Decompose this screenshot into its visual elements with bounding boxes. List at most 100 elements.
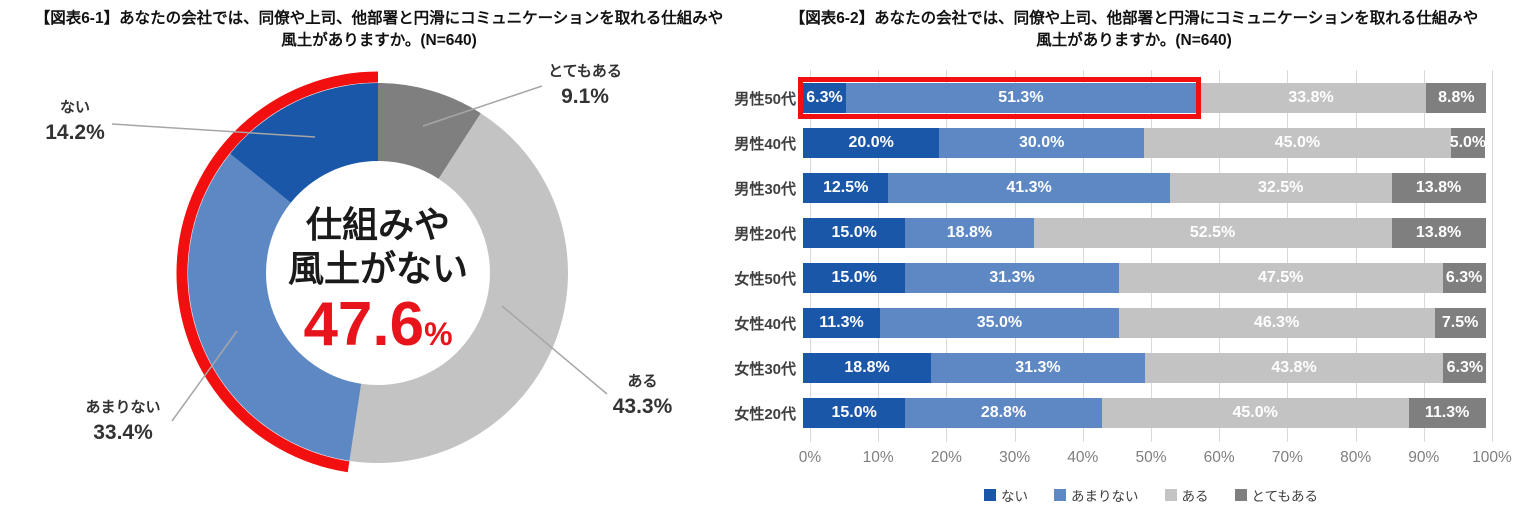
gridline-10% xyxy=(878,70,880,442)
gridline-layer xyxy=(810,70,1493,442)
bar-row-女性50代: 女性50代 15.0% 31.3% 47.5% 6.3% xyxy=(715,263,1525,293)
bar-segment-ない: 11.3% xyxy=(803,308,881,338)
bar-value-label: 6.3% xyxy=(1445,269,1483,286)
bar-segment-あまりない: 51.3% xyxy=(845,83,1196,113)
bar-segment-ない: 15.0% xyxy=(803,263,906,293)
legend-swatch xyxy=(1164,489,1177,501)
bar-value-label: 12.5% xyxy=(822,179,869,196)
gridline-100% xyxy=(1492,70,1493,442)
bar-segment-ある: 52.5% xyxy=(1033,218,1392,248)
bar-segment-あまりない: 31.3% xyxy=(931,353,1145,383)
row-label: 男性30代 xyxy=(734,180,796,198)
bar-value-label: 13.8% xyxy=(1415,224,1462,241)
bar-segment-ない: 20.0% xyxy=(803,128,940,158)
gridline-30% xyxy=(1014,70,1016,442)
bar-title-line1: 【図表6-2】あなたの会社では、同僚や上司、他部署と円滑にコミュニケーションを取… xyxy=(789,10,1479,27)
bar-segment-ある: 45.0% xyxy=(1101,398,1409,428)
bar-value-label: 8.8% xyxy=(1438,89,1475,106)
bar-value-label: 15.0% xyxy=(831,224,877,241)
legend-item-とてもある: とてもある xyxy=(1234,485,1318,505)
bar-value-label: 7.5% xyxy=(1441,314,1479,331)
bar-segment-ない: 18.8% xyxy=(803,353,932,383)
bar-track: 15.0% 31.3% 47.5% 6.3% xyxy=(803,263,1486,293)
row-label: 男性50代 xyxy=(734,90,796,108)
bar-row-女性20代: 女性20代 15.0% 28.8% 45.0% 11.3% xyxy=(715,398,1525,428)
donut-segment-とてもある xyxy=(378,83,481,179)
bar-segment-あまりない: 30.0% xyxy=(939,128,1144,158)
bar-track: 12.5% 41.3% 32.5% 13.8% xyxy=(803,173,1486,203)
legend-label: ない xyxy=(1001,489,1029,504)
x-tick-100%: 100% xyxy=(1472,449,1512,466)
x-tick-70%: 70% xyxy=(1271,449,1303,466)
bar-segment-ない: 6.3% xyxy=(803,83,846,113)
bar-segment-あまりない: 18.8% xyxy=(905,218,1034,248)
bar-segment-ない: 15.0% xyxy=(803,218,906,248)
x-tick-90%: 90% xyxy=(1408,449,1440,466)
callout-label: とてもある xyxy=(548,63,622,80)
bar-value-label: 35.0% xyxy=(976,314,1023,331)
bar-value-label: 51.3% xyxy=(998,89,1044,106)
gridline-0% xyxy=(810,70,811,442)
row-label: 女性30代 xyxy=(734,360,796,378)
leader-line-amarinai xyxy=(171,330,238,422)
bar-value-label: 33.8% xyxy=(1288,89,1334,106)
bar-value-label: 6.3% xyxy=(1446,359,1484,376)
bar-value-label: 28.8% xyxy=(980,404,1027,421)
callout-label: あまりない xyxy=(85,399,161,416)
legend-item-ある: ある xyxy=(1164,485,1209,505)
gridline-90% xyxy=(1423,70,1425,442)
donut-emphasis-arc xyxy=(176,71,379,473)
bar-value-label: 18.8% xyxy=(844,359,890,376)
callout-value: 33.4% xyxy=(93,421,153,444)
bar-row-男性30代: 男性30代 12.5% 41.3% 32.5% 13.8% xyxy=(715,173,1525,203)
bar-row-女性30代: 女性30代 18.8% 31.3% 43.8% 6.3% xyxy=(715,353,1525,383)
gridline-60% xyxy=(1219,70,1221,442)
bar-track: 15.0% 28.8% 45.0% 11.3% xyxy=(803,398,1486,428)
row-label: 女性50代 xyxy=(734,270,796,288)
row-label: 女性40代 xyxy=(734,315,796,333)
donut-center-value-number: 47.6 xyxy=(303,290,425,359)
legend-label: あまりない xyxy=(1071,489,1139,504)
bar-segment-あまりない: 41.3% xyxy=(888,173,1170,203)
bar-value-label: 18.8% xyxy=(946,224,993,241)
legend-item-ない: ない xyxy=(984,485,1028,505)
bar-segment-とてもある: 7.5% xyxy=(1434,308,1486,338)
donut-center-value: 47.6% xyxy=(258,294,498,364)
bar-segment-ない: 12.5% xyxy=(803,173,889,203)
donut-title-line1: 【図表6-1】あなたの会社では、同僚や上司、他部署と円滑にコミュニケーションを取… xyxy=(34,10,724,27)
leader-lines xyxy=(111,85,608,422)
donut-center-line2: 風土がない xyxy=(287,248,468,289)
bar-rows: 男性50代 6.3% 51.3% 33.8% 8.8% 男性40代 20.0% 30.0% 45… xyxy=(715,77,1525,443)
donut-callout-とてもある: とてもある 9.1% xyxy=(505,62,665,110)
donut-segment-ある xyxy=(349,113,569,464)
bar-value-label: 6.3% xyxy=(806,89,843,106)
x-tick-80%: 80% xyxy=(1340,449,1372,466)
bar-title-line2: 風土がありますか。(N=640) xyxy=(1036,32,1232,49)
bar-track: 18.8% 31.3% 43.8% 6.3% xyxy=(803,353,1487,383)
x-tick-30%: 30% xyxy=(999,449,1031,466)
bar-segment-ある: 45.0% xyxy=(1143,128,1451,158)
bar-segment-とてもある: 11.3% xyxy=(1408,398,1486,428)
bar-value-label: 11.3% xyxy=(819,314,864,331)
bar-row-男性50代: 男性50代 6.3% 51.3% 33.8% 8.8% xyxy=(715,77,1525,119)
leader-line-nai xyxy=(111,123,316,138)
donut-callout-あまりない: あまりない 33.4% xyxy=(55,398,191,446)
bar-value-label: 13.8% xyxy=(1415,179,1462,196)
bar-segment-あまりない: 28.8% xyxy=(905,398,1102,428)
x-tick-60%: 60% xyxy=(1203,449,1235,466)
callout-value: 14.2% xyxy=(45,121,105,144)
bar-value-label: 45.0% xyxy=(1274,134,1321,151)
legend: ない あまりない ある とてもある xyxy=(810,485,1492,505)
bar-row-男性20代: 男性20代 15.0% 18.8% 52.5% 13.8% xyxy=(715,218,1525,248)
bar-value-label: 20.0% xyxy=(848,134,894,151)
bar-segment-ある: 32.5% xyxy=(1169,173,1392,203)
bar-value-label: 5.0% xyxy=(1449,134,1487,151)
donut-segment-ない xyxy=(230,83,378,203)
bar-value-label: 30.0% xyxy=(1019,134,1065,151)
donut-center-line1: 仕組みや xyxy=(305,204,450,245)
bar-value-label: 46.3% xyxy=(1253,314,1300,331)
callout-label: ある xyxy=(627,373,658,390)
donut-center-value-unit: % xyxy=(424,316,453,352)
bar-segment-とてもある: 5.0% xyxy=(1449,128,1487,158)
